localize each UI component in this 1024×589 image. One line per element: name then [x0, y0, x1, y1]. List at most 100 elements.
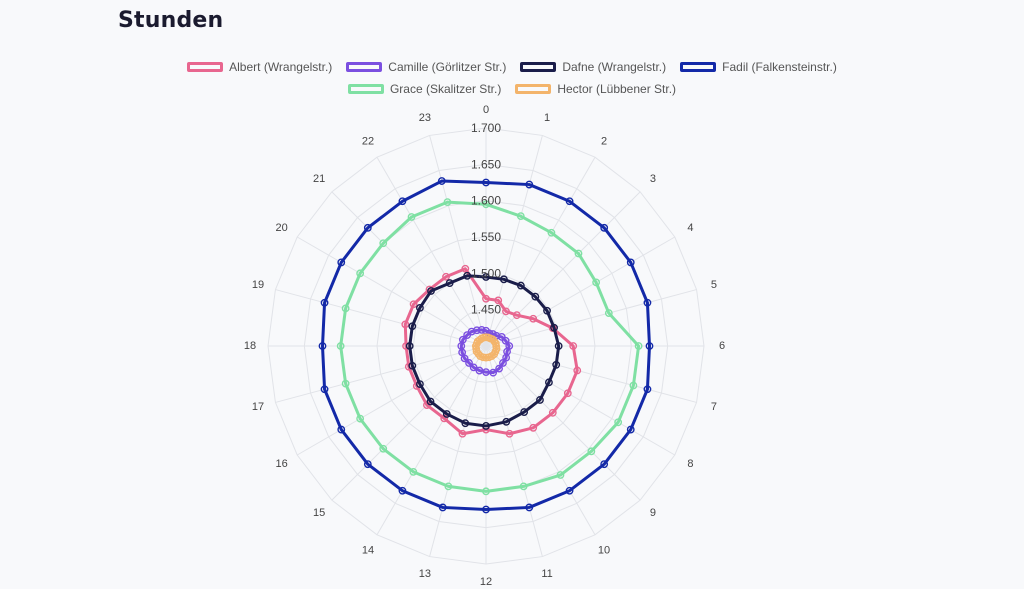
series-4-point-4: [592, 278, 601, 287]
grid-spoke-16: [296, 345, 487, 456]
series-1-point-23: [477, 325, 486, 334]
grid-spoke-5: [485, 289, 697, 347]
legend-label-fadil: Fadil (Falkensteinstr.): [722, 60, 837, 74]
series-0-point-9: [548, 408, 557, 417]
series-3-point-17: [320, 385, 329, 394]
series-5-point-21: [475, 335, 484, 344]
series-2-point-16: [416, 380, 424, 389]
series-0-point-7: [573, 366, 582, 375]
series-4-point-13: [444, 482, 453, 491]
series-4-point-0: [482, 200, 490, 209]
grid-spoke-14: [376, 345, 487, 536]
series-2-point-15: [426, 397, 435, 406]
grid-spoke-2: [485, 156, 596, 347]
angular-label-0: 0: [483, 104, 489, 116]
series-3-point-8: [626, 425, 635, 434]
series-3-point-6: [645, 342, 654, 350]
series-3-point-5: [643, 298, 652, 307]
series-line-3: [321, 179, 651, 511]
legend-swatch-dafne: [520, 62, 557, 72]
series-4-point-18: [336, 342, 345, 350]
series-3-point-14: [398, 486, 407, 495]
series-3-point-15: [363, 460, 372, 469]
series-4-point-1: [516, 212, 525, 221]
series-4-point-11: [519, 482, 528, 491]
legend-label-camille: Camille (Görlitzer Str.): [388, 60, 507, 74]
grid-spoke-4: [485, 236, 676, 347]
series-4-point-14: [409, 467, 418, 476]
series-2-point-9: [536, 396, 544, 404]
angular-label-3: 3: [650, 173, 656, 185]
series-4-point-2: [547, 228, 556, 237]
series-0-point-23: [461, 264, 470, 273]
series-2-point-18: [405, 342, 414, 350]
grid-spoke-10: [485, 345, 596, 536]
series-4-point-23: [443, 198, 452, 207]
series-3-point-0: [482, 178, 490, 187]
series-2-point-6: [554, 342, 563, 350]
series-2-point-13: [461, 419, 470, 428]
series-1-point-19: [458, 335, 467, 344]
series-3-point-11: [525, 503, 534, 512]
grid-spoke-1: [485, 135, 543, 347]
series-5-point-4: [490, 337, 499, 346]
series-0-point-19: [401, 320, 410, 329]
legend-item-grace[interactable]: Grace (Skalitzer Str.): [347, 82, 501, 96]
legend-swatch-grace: [347, 84, 384, 94]
series-3-point-22: [398, 197, 407, 206]
series-4-point-19: [341, 304, 350, 313]
series-2-point-23: [463, 271, 472, 280]
series-0-point-20: [409, 300, 418, 309]
legend-item-hector[interactable]: Hector (Lübbener Str.): [515, 82, 676, 96]
legend-item-fadil[interactable]: Fadil (Falkensteinstr.): [680, 60, 837, 74]
legend-item-camille[interactable]: Camille (Görlitzer Str.): [346, 60, 506, 74]
series-1-point-14: [469, 363, 478, 372]
angular-label-8: 8: [687, 458, 693, 470]
series-0-point-0: [482, 294, 490, 303]
series-4-point-16: [356, 414, 365, 423]
radial-tick-label-5: 1.450: [471, 303, 501, 317]
series-4-point-9: [587, 447, 596, 456]
legend-swatch-hector: [515, 84, 552, 94]
legend-swatch-fadil: [680, 62, 717, 72]
legend-swatch-albert: [187, 62, 224, 72]
series-4-point-22: [407, 213, 416, 221]
angular-label-21: 21: [313, 173, 325, 185]
series-0-point-11: [505, 429, 514, 438]
series-3-point-23: [437, 177, 446, 185]
angular-label-6: 6: [719, 340, 725, 352]
legend-item-dafne[interactable]: Dafne (Wrangelstr.): [520, 60, 666, 74]
legend-row-2: Grace (Skalitzer Str.) Hector (Lübbener …: [0, 82, 1024, 96]
legend-label-albert: Albert (Wrangelstr.): [229, 60, 333, 74]
series-4-point-21: [379, 239, 388, 248]
angular-label-18: 18: [244, 340, 256, 352]
series-2-point-3: [531, 292, 540, 301]
series-2-point-1: [499, 275, 508, 284]
series-1-point-10: [495, 364, 503, 373]
grid-spoke-22: [376, 156, 487, 347]
series-2-point-10: [520, 408, 529, 416]
series-1-point-13: [475, 366, 484, 375]
grid-spoke-11: [485, 345, 543, 557]
angular-label-16: 16: [275, 458, 287, 470]
series-0-point-1: [494, 296, 503, 305]
radial-tick-label-0: 1.700: [471, 121, 501, 135]
legend-item-albert[interactable]: Albert (Wrangelstr.): [187, 60, 332, 74]
series-5-point-16: [472, 347, 481, 356]
angular-label-20: 20: [275, 222, 287, 234]
series-2-point-21: [427, 287, 435, 295]
angular-label-1: 1: [544, 112, 550, 124]
series-3-point-18: [318, 342, 327, 350]
series-0-point-4: [529, 314, 538, 323]
series-2-point-11: [502, 417, 511, 426]
series-2-point-7: [552, 360, 561, 369]
angular-label-13: 13: [419, 568, 431, 580]
angular-label-14: 14: [362, 544, 374, 556]
grid-spoke-17: [275, 345, 487, 403]
radial-tick-label-1: 1.650: [471, 157, 501, 171]
series-0-point-13: [458, 429, 467, 438]
series-2-point-19: [408, 322, 417, 331]
series-3-point-13: [438, 503, 447, 512]
series-0-point-6: [569, 342, 578, 350]
